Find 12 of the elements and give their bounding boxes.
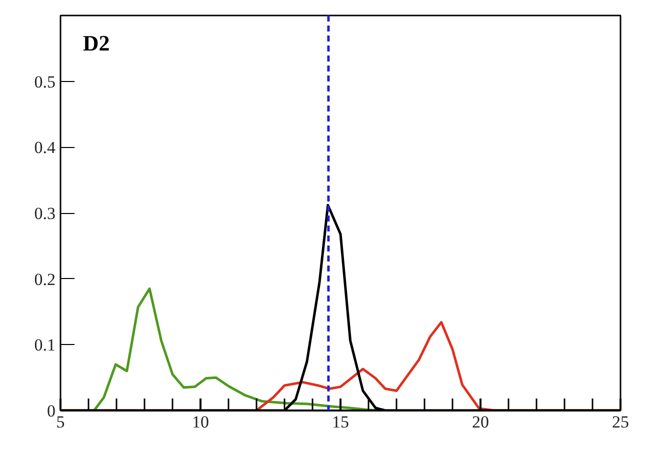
- y-tick-label: 0.2: [34, 270, 56, 289]
- x-tick-label: 5: [56, 412, 65, 432]
- x-tick-label: 20: [472, 412, 489, 432]
- x-tick-label: 25: [612, 412, 629, 432]
- text: D2: [82, 30, 110, 56]
- y-tick-label: 0.3: [34, 204, 56, 223]
- y-tick-label: 0.4: [34, 138, 56, 158]
- x-tick-label: 10: [192, 412, 209, 432]
- y-tick-label: 0.5: [34, 72, 56, 92]
- x-tick-label: 15: [332, 412, 349, 432]
- y-tick-label: 0: [47, 402, 56, 420]
- y-tick-label: 0.1: [34, 336, 56, 355]
